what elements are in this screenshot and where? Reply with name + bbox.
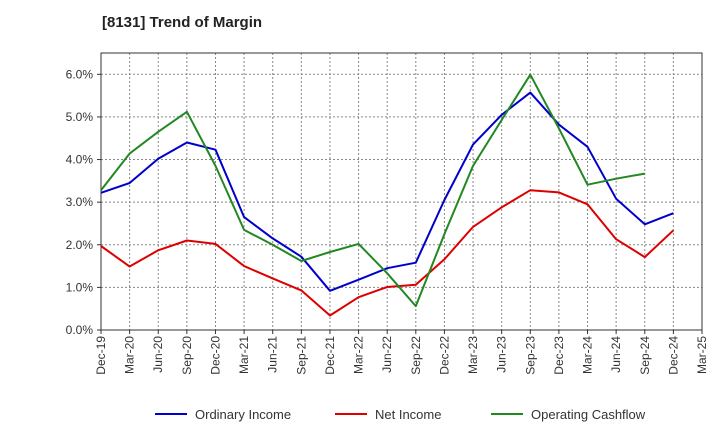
y-tick-label: 2.0% [66,238,94,252]
legend-label-ordinary-income: Ordinary Income [195,407,291,422]
x-tick-label: Jun-20 [151,336,165,373]
y-tick-label: 5.0% [66,110,94,124]
x-tick-label: Mar-22 [352,336,366,374]
legend-label-operating-cashflow: Operating Cashflow [531,407,646,422]
x-tick-label: Sep-22 [409,336,423,375]
chart-title: [8131] Trend of Margin [102,14,263,31]
x-tick-label: Jun-23 [495,336,509,373]
y-tick-label: 6.0% [66,67,94,81]
y-tick-label: 1.0% [66,280,94,294]
x-tick-label: Sep-21 [294,336,308,375]
x-tick-label: Sep-20 [180,336,194,375]
x-tick-label: Mar-23 [466,336,480,374]
series-line-net-income [100,189,675,317]
legend-label-net-income: Net Income [375,407,441,422]
x-tick-label: Dec-24 [666,336,680,375]
x-tick-label: Dec-19 [94,336,108,375]
x-tick-label: Sep-24 [638,336,652,375]
x-tick-label: Sep-23 [523,336,537,375]
series-line-ordinary-income [100,91,674,292]
x-tick-label: Jun-22 [380,336,394,373]
plot-frame [100,52,703,331]
x-tick-label: Dec-20 [208,336,222,375]
y-tick-label: 4.0% [66,153,94,167]
y-tick-label: 3.0% [66,195,94,209]
x-tick-label: Jun-24 [609,336,623,373]
x-tick-label: Mar-24 [581,336,595,374]
x-tick-label: Jun-21 [266,336,280,373]
x-tick-label: Mar-20 [123,336,137,374]
series-line-operating-cashflow [100,73,645,308]
y-tick-label: 0.0% [66,323,94,337]
x-tick-label: Mar-25 [695,336,709,374]
x-tick-label: Dec-23 [552,336,566,375]
x-tick-label: Mar-21 [237,336,251,374]
plot-area [101,53,702,330]
x-tick-label: Dec-22 [437,336,451,375]
x-tick-label: Dec-21 [323,336,337,375]
